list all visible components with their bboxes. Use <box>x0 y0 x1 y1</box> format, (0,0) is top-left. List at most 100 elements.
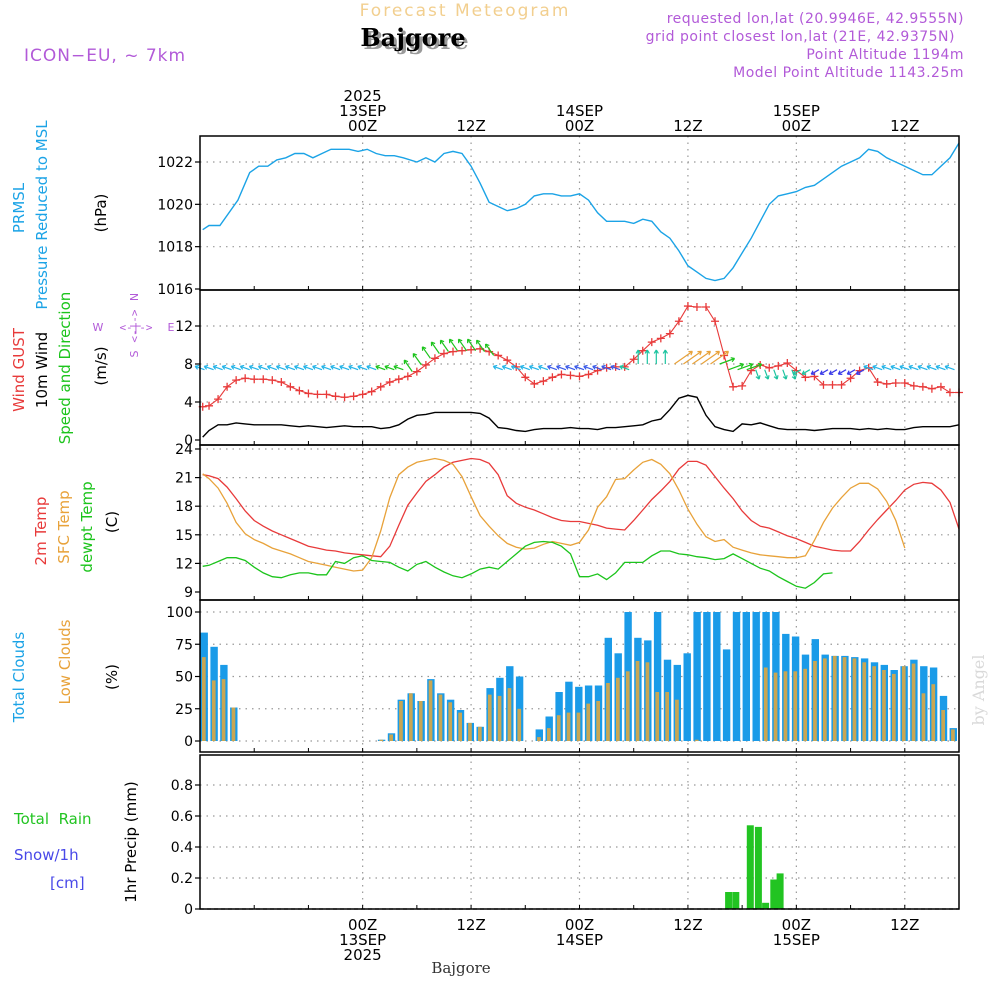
top-time-label: 2025 <box>344 87 382 105</box>
wind-direction-arrow <box>339 364 350 371</box>
low-cloud-bar <box>675 699 679 741</box>
model-altitude: Model Point Altitude 1143.25m <box>733 65 964 81</box>
clouds-tick-label: 75 <box>175 637 193 653</box>
gust-point <box>458 346 467 355</box>
wind-direction-arrow <box>547 364 558 371</box>
pressure-line <box>202 142 960 282</box>
low-cloud-bar <box>566 712 571 741</box>
gust-point <box>277 378 286 387</box>
gust-point <box>702 303 710 311</box>
gust-point <box>322 390 331 399</box>
wind-direction-arrow <box>510 364 522 371</box>
wind-direction-arrow <box>728 362 745 371</box>
compass-arrows-v: <-|-> <box>128 309 141 342</box>
wind-direction-arrow <box>935 364 946 371</box>
wind-dir-label: Speed and Direction <box>56 292 74 445</box>
bottom-time-label: 13SEP <box>339 931 386 949</box>
compass-e: E <box>168 321 175 334</box>
gust-point <box>918 382 927 391</box>
wind-direction-arrow <box>212 364 223 371</box>
wind-direction-arrow <box>266 364 278 371</box>
wind-direction-arrow <box>701 350 721 365</box>
gust-point <box>340 393 349 402</box>
low-cloud-bar <box>596 701 600 741</box>
precip-tick-label: 0.4 <box>171 840 193 856</box>
wind-compass: W <-|-> E N <-|-> S <box>93 293 175 358</box>
temp-tick-label: 15 <box>175 528 193 544</box>
gust-point <box>774 361 783 370</box>
low-cloud-bar <box>556 715 561 741</box>
wind-direction-arrow <box>755 369 761 380</box>
total-cloud-bar <box>732 612 741 741</box>
wind-direction-arrow <box>653 349 659 364</box>
low-cloud-bar <box>458 712 462 741</box>
rain-bar <box>762 902 770 909</box>
wind-direction-arrow <box>312 364 323 371</box>
pressure-tick-label: 1016 <box>157 282 193 298</box>
total-cloud-bar <box>752 612 760 741</box>
precip-unit: 1hr Precip (mm) <box>122 781 140 902</box>
gust-point <box>268 376 277 385</box>
low-cloud-bar <box>576 712 581 741</box>
gust-point <box>250 375 259 384</box>
wind-direction-arrow <box>275 364 287 371</box>
precip-tick-label: 0 <box>184 902 193 918</box>
gust-point <box>846 374 855 383</box>
wind-direction-arrow <box>412 352 422 366</box>
low-cloud-bar <box>418 701 423 741</box>
rain-label: Total Rain <box>13 810 92 828</box>
gust-point <box>439 349 448 358</box>
location-title-shadow: Bajgore <box>363 26 468 55</box>
wind-direction-arrow <box>926 364 937 371</box>
gust-point <box>638 346 647 355</box>
wind-direction-arrow <box>203 364 214 371</box>
gust-point <box>810 372 819 381</box>
bottom-time-label: 00Z <box>565 916 594 934</box>
temp-panel-labels: 2m Temp SFC Temp dewpt Temp (C) <box>32 481 121 572</box>
low-cloud-bar <box>478 726 482 741</box>
wind-direction-arrow <box>899 364 910 371</box>
wind-direction-arrow <box>476 339 486 352</box>
snow-label: Snow/1h <box>14 846 79 864</box>
wind-direction-arrow <box>519 364 531 371</box>
wind-direction-arrow <box>601 364 612 371</box>
low-cloud-bar <box>221 679 226 741</box>
compass-n: N <box>128 293 141 301</box>
wind-direction-arrow <box>330 364 341 371</box>
wind-direction-arrow <box>230 364 241 371</box>
wind-direction-arrow <box>583 364 594 371</box>
low-cloud-bar <box>635 661 640 741</box>
gust-point <box>205 401 214 410</box>
low-cloud-bar <box>852 658 857 741</box>
precip-tick-label: 0.6 <box>171 809 193 825</box>
wind-direction-arrow <box>467 338 477 352</box>
wind-direction-arrow <box>430 341 440 354</box>
gust-point <box>783 359 792 368</box>
rain-bar <box>725 892 733 909</box>
top-time-label: 14SEP <box>556 102 603 120</box>
low-cloud-bar <box>231 707 236 741</box>
wind-direction-arrow <box>863 364 874 371</box>
wind-direction-arrow <box>485 343 495 356</box>
gust-point <box>412 367 421 376</box>
pressure-tick-label: 1018 <box>157 240 193 256</box>
low-cloud-bar <box>842 657 847 741</box>
wind-direction-arrow <box>492 364 503 371</box>
rain-bar <box>754 826 762 909</box>
wind-direction-arrow <box>890 364 901 371</box>
wind-direction-arrow <box>528 364 540 371</box>
gust-point <box>936 382 945 391</box>
wind-direction-arrow <box>801 369 811 375</box>
gust-point <box>295 386 304 395</box>
low-clouds-label: Low Clouds <box>56 619 74 704</box>
wind-direction-arrow <box>439 339 449 352</box>
low-cloud-bar <box>803 668 807 741</box>
wind-direction-arrow <box>746 362 763 371</box>
wind-direction-arrow <box>248 364 259 371</box>
precip-panel-labels: Total Rain Snow/1h [cm] 1hr Precip (mm) <box>13 781 140 902</box>
low-cloud-bar <box>517 708 522 742</box>
bottom-time-label: 12Z <box>673 916 702 934</box>
clouds-panel-labels: Total Clouds Low Clouds (%) <box>10 619 121 723</box>
